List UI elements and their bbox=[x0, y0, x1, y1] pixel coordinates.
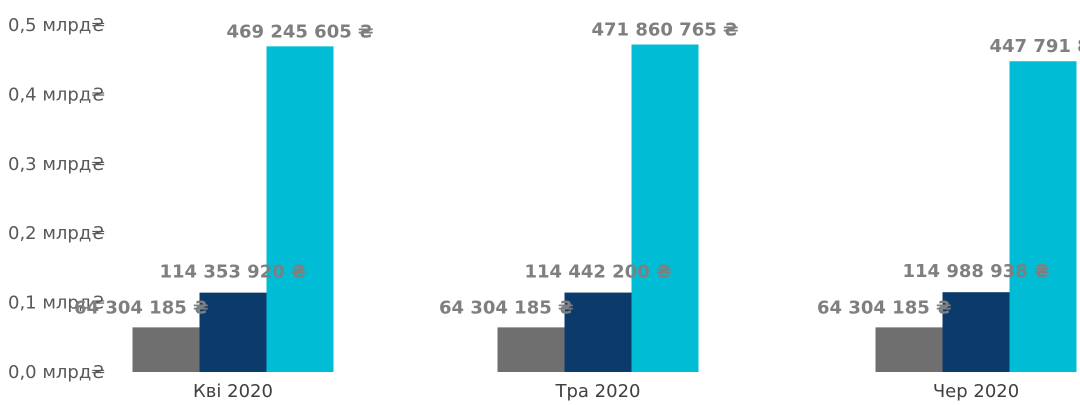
data-label: 64 304 185 ₴ bbox=[74, 297, 208, 318]
data-label: 114 442 200 ₴ bbox=[525, 262, 672, 283]
y-tick-label: 0,4 млрд₴ bbox=[8, 84, 105, 105]
data-label: 114 988 938 ₴ bbox=[903, 261, 1050, 282]
bar bbox=[497, 327, 565, 372]
x-axis: Кві 2020 Тра 2020 Чер 2020 bbox=[193, 381, 1019, 402]
y-tick-label: 0,3 млрд₴ bbox=[8, 154, 105, 175]
bar bbox=[132, 327, 200, 372]
data-label: 64 304 185 ₴ bbox=[817, 297, 951, 318]
bar bbox=[942, 292, 1010, 372]
bar bbox=[631, 44, 699, 373]
data-labels: 64 304 185 ₴ 114 353 920 ₴ 469 245 605 ₴ 64… bbox=[74, 20, 1080, 319]
data-label: 471 860 765 ₴ bbox=[592, 20, 739, 41]
bar bbox=[199, 292, 267, 372]
y-tick-label: 0,5 млрд₴ bbox=[8, 15, 105, 36]
y-tick-label: 0,2 млрд₴ bbox=[8, 223, 105, 244]
data-label: 114 353 920 ₴ bbox=[160, 262, 307, 283]
bar bbox=[1009, 61, 1077, 373]
bar bbox=[564, 292, 632, 372]
bar bbox=[266, 46, 334, 372]
bars bbox=[132, 44, 1077, 373]
x-category-label: Чер 2020 bbox=[933, 381, 1019, 402]
data-label: 469 245 605 ₴ bbox=[227, 21, 374, 42]
y-tick-label: 0,1 млрд₴ bbox=[8, 293, 105, 314]
x-category-label: Кві 2020 bbox=[193, 381, 273, 402]
y-tick-label: 0,0 млрд₴ bbox=[8, 362, 105, 383]
x-category-label: Тра 2020 bbox=[555, 381, 641, 402]
y-axis: 0,0 млрд₴ 0,1 млрд₴ 0,2 млрд₴ 0,3 млрд₴ 0,4 … bbox=[8, 15, 105, 383]
data-label: 64 304 185 ₴ bbox=[439, 297, 573, 318]
data-label: 447 791 848 ₴ bbox=[990, 36, 1080, 57]
bar bbox=[875, 327, 943, 372]
